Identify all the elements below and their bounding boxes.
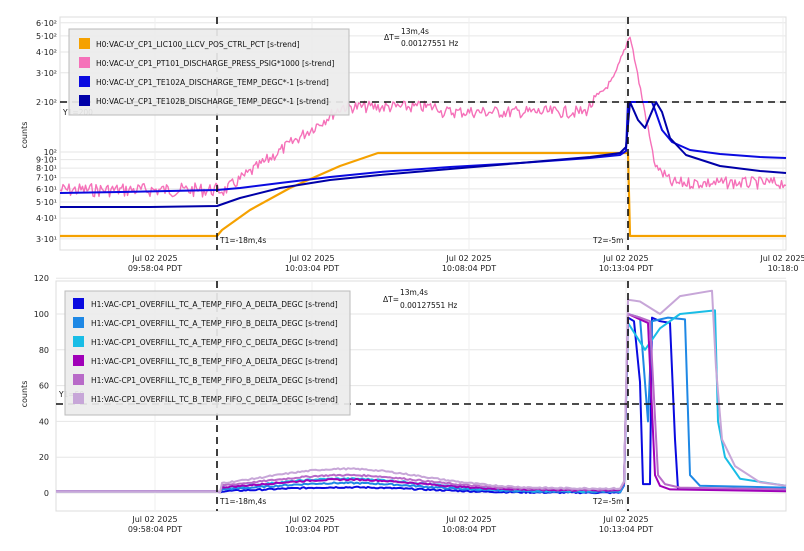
bottom-legend-swatch bbox=[73, 374, 84, 385]
bottom-t2-cursor-label: T2=-5m bbox=[592, 497, 623, 506]
top-legend-box bbox=[68, 28, 350, 116]
top-y-tick-label: 9·10¹ bbox=[36, 156, 57, 165]
bottom-series-group bbox=[56, 289, 787, 495]
bottom-y-tick-label: 100 bbox=[34, 310, 49, 319]
top-y-tick-label: 3·10¹ bbox=[36, 235, 57, 244]
top-delta-freq: 0.00127551 Hz bbox=[401, 39, 458, 48]
bottom-legend-swatch bbox=[73, 298, 84, 309]
bottom-legend-entry: H1:VAC-CP1_OVERFILL_TC_B_TEMP_FIFO_B_DEL… bbox=[91, 376, 338, 385]
top-y-tick-label: 4·10² bbox=[36, 48, 57, 57]
bottom-delta-label: ΔT= bbox=[383, 295, 399, 304]
top-series-group bbox=[59, 36, 787, 238]
series-llcv-pos-line bbox=[60, 151, 786, 238]
bottom-t1-cursor-label: T1=-18m,4s bbox=[219, 497, 266, 506]
bottom-delta-freq: 0.00127551 Hz bbox=[400, 301, 457, 310]
top-y-tick-label: 8·10¹ bbox=[36, 164, 57, 173]
bottom-legend-entry: H1:VAC-CP1_OVERFILL_TC_A_TEMP_FIFO_C_DEL… bbox=[91, 338, 338, 347]
top-legend: H0:VAC-LY_CP1_LIC100_LLCV_POS_CTRL_PCT [… bbox=[68, 28, 350, 116]
bottom-legend-entry: H1:VAC-CP1_OVERFILL_TC_A_TEMP_FIFO_B_DEL… bbox=[91, 319, 338, 328]
bottom-x-tick-date: Jul 02 2025 bbox=[288, 515, 334, 524]
bottom-legend-swatch bbox=[73, 336, 84, 347]
bottom-y-axis-label: counts bbox=[20, 381, 29, 408]
top-x-tick-date: Jul 02 2025 bbox=[445, 254, 491, 263]
bottom-x-tick-date: Jul 02 2025 bbox=[445, 515, 491, 524]
top-y-tick-label: 7·10¹ bbox=[36, 174, 57, 183]
top-y-tick-label: 6·10¹ bbox=[36, 185, 57, 194]
top-legend-entry: H0:VAC-LY_CP1_LIC100_LLCV_POS_CTRL_PCT [… bbox=[96, 40, 300, 49]
top-x-tick-date: Jul 02 2025 bbox=[759, 254, 804, 263]
bottom-y-tick-label: 120 bbox=[34, 274, 49, 283]
bottom-x-tick-time: 10:08:04 PDT bbox=[442, 525, 496, 534]
top-x-tick-time: 10:08:04 PDT bbox=[442, 264, 496, 273]
top-y-axis-label: counts bbox=[20, 122, 29, 149]
top-x-tick-date: Jul 02 2025 bbox=[602, 254, 648, 263]
bottom-delta-time: 13m,4s bbox=[400, 288, 428, 297]
bottom-y-tick-label: 80 bbox=[39, 346, 49, 355]
top-x-tick-time: 10:13:04 PDT bbox=[599, 264, 653, 273]
top-legend-swatch bbox=[79, 76, 90, 87]
bottom-legend: H1:VAC-CP1_OVERFILL_TC_A_TEMP_FIFO_A_DEL… bbox=[64, 290, 351, 416]
top-y-tick-label: 5·10² bbox=[36, 32, 57, 41]
bottom-legend-swatch bbox=[73, 355, 84, 366]
top-x-tick-time: 10:18:0 bbox=[768, 264, 799, 273]
bottom-x-tick-time: 10:03:04 PDT bbox=[285, 525, 339, 534]
top-legend-swatch bbox=[79, 95, 90, 106]
series-te102b-line bbox=[60, 101, 787, 208]
top-y-tick-label: 6·10² bbox=[36, 19, 57, 28]
bottom-x-tick-date: Jul 02 2025 bbox=[131, 515, 177, 524]
bottom-y-tick-label: 0 bbox=[44, 489, 49, 498]
top-delta-label: ΔT= bbox=[384, 33, 400, 42]
top-t1-cursor-label: T1=-18m,4s bbox=[219, 236, 266, 245]
top-x-tick-date: Jul 02 2025 bbox=[288, 254, 334, 263]
top-legend-swatch bbox=[79, 57, 90, 68]
top-x-tick-date: Jul 02 2025 bbox=[131, 254, 177, 263]
bottom-y-tick-label: 20 bbox=[39, 453, 49, 462]
top-x-tick-time: 09:58:04 PDT bbox=[128, 264, 182, 273]
bottom-x-tick-time: 10:13:04 PDT bbox=[599, 525, 653, 534]
bottom-series-line-6 bbox=[56, 289, 787, 494]
bottom-y-axis-ticks: 0 20 40 60 80 100 120 bbox=[34, 274, 49, 498]
top-t2-cursor-label: T2=-5m bbox=[592, 236, 623, 245]
series-discharge-press-line bbox=[59, 36, 787, 198]
top-y-tick-label: 2·10² bbox=[36, 98, 57, 107]
top-legend-entry: H0:VAC-LY_CP1_PT101_DISCHARGE_PRESS_PSIG… bbox=[96, 59, 335, 68]
top-legend-entry: H0:VAC-LY_CP1_TE102A_DISCHARGE_TEMP_DEGC… bbox=[96, 78, 329, 87]
bottom-y-tick-label: 60 bbox=[39, 382, 49, 391]
bottom-legend-box bbox=[64, 290, 351, 416]
bottom-y-tick-label: 40 bbox=[39, 417, 49, 426]
top-delta-time: 13m,4s bbox=[401, 27, 429, 36]
top-legend-entry: H0:VAC-LY_CP1_TE102B_DISCHARGE_TEMP_DEGC… bbox=[96, 97, 329, 106]
top-y-tick-label: 10² bbox=[44, 148, 57, 157]
bottom-legend-swatch bbox=[73, 393, 84, 404]
top-y-tick-label: 5·10¹ bbox=[36, 198, 57, 207]
bottom-legend-swatch bbox=[73, 317, 84, 328]
top-y-tick-label: 3·10² bbox=[36, 69, 57, 78]
bottom-legend-entry: H1:VAC-CP1_OVERFILL_TC_B_TEMP_FIFO_A_DEL… bbox=[91, 357, 338, 366]
top-legend-swatch bbox=[79, 38, 90, 49]
bottom-series-line-5 bbox=[56, 313, 787, 494]
bottom-legend-entry: H1:VAC-CP1_OVERFILL_TC_B_TEMP_FIFO_C_DEL… bbox=[91, 395, 338, 404]
bottom-legend-entry: H1:VAC-CP1_OVERFILL_TC_A_TEMP_FIFO_A_DEL… bbox=[91, 300, 338, 309]
bottom-x-tick-time: 09:58:04 PDT bbox=[128, 525, 182, 534]
top-x-tick-time: 10:03:04 PDT bbox=[285, 264, 339, 273]
bottom-x-tick-date: Jul 02 2025 bbox=[602, 515, 648, 524]
top-y-tick-label: 4·10¹ bbox=[36, 214, 57, 223]
series-te102a-line bbox=[59, 101, 787, 194]
